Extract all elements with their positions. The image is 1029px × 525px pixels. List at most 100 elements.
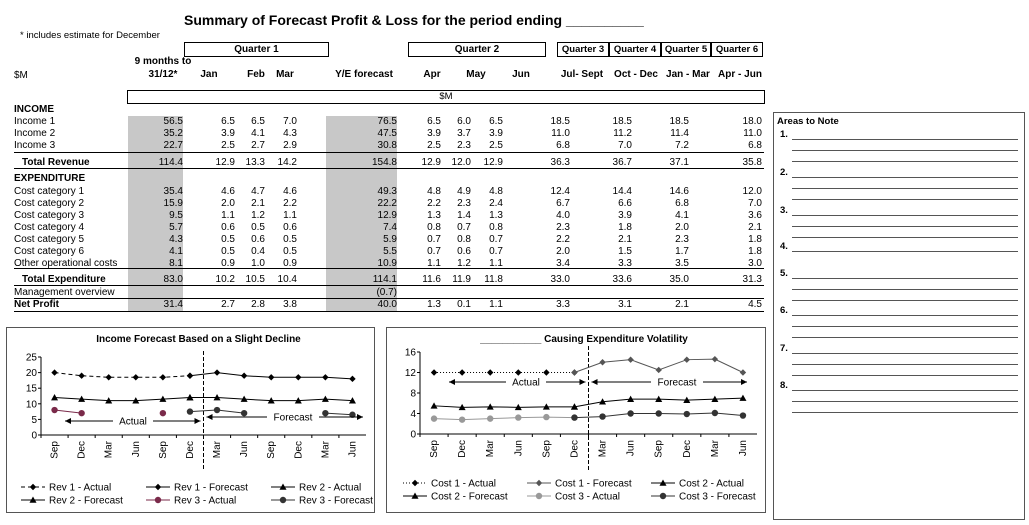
- y-tick-label: 0: [410, 430, 416, 441]
- area-note-line[interactable]: [792, 215, 1018, 216]
- area-note-line[interactable]: [792, 412, 1018, 413]
- cell-c6: 1.5: [618, 246, 632, 257]
- cell-c4: 0.5: [251, 222, 265, 233]
- cell-c5: 2.3: [675, 234, 689, 245]
- cell-c5: 4.3: [169, 234, 183, 245]
- cell-c4: 1.8: [618, 222, 632, 233]
- area-note-line[interactable]: [792, 139, 1018, 140]
- legend-marker: [659, 492, 667, 500]
- cell-np: 4.5: [748, 299, 762, 310]
- area-note-number: 1.: [780, 129, 788, 140]
- area-note-line[interactable]: [792, 315, 1018, 316]
- data-point: [599, 413, 606, 420]
- cell-c2: 2.1: [251, 198, 265, 209]
- cell-c3: 1.1: [221, 210, 235, 221]
- area-note-line[interactable]: [792, 390, 1018, 391]
- area-note-line[interactable]: [792, 300, 1018, 301]
- cell-np: 3.3: [556, 299, 570, 310]
- cell-c6: 1.7: [675, 246, 689, 257]
- area-note-line[interactable]: [792, 289, 1018, 290]
- cell-inc1: 6.0: [457, 116, 471, 127]
- area-note-line[interactable]: [792, 226, 1018, 227]
- area-note-line[interactable]: [792, 237, 1018, 238]
- column-header: Y/E forecast: [335, 69, 393, 80]
- data-point: [240, 409, 248, 417]
- y-tick-label: 0: [31, 431, 37, 442]
- ye-forecast-shading: [326, 116, 397, 312]
- data-point: [78, 395, 86, 402]
- column-header: May: [466, 69, 486, 80]
- row-label-c4: Cost category 4: [14, 222, 85, 233]
- cell-oth: 3.0: [748, 258, 762, 269]
- data-point: [571, 369, 578, 376]
- cell-texp: 11.6: [422, 274, 441, 285]
- cell-np: 31.4: [163, 299, 183, 310]
- quarter-4-header: Quarter 4: [609, 42, 661, 57]
- cell-oth: 3.5: [675, 258, 689, 269]
- forecast-annotation: Forecast: [658, 378, 697, 389]
- cell-c6: 0.6: [457, 246, 471, 257]
- cell-c1: 12.4: [550, 186, 570, 197]
- area-note-line[interactable]: [792, 375, 1018, 376]
- x-tick-label: Mar: [598, 439, 609, 457]
- actual-annotation: Actual: [512, 378, 540, 389]
- area-note-line[interactable]: [792, 278, 1018, 279]
- cell-inc2: 35.2: [163, 128, 183, 139]
- cell-np: 2.7: [221, 299, 235, 310]
- x-tick-label: Mar: [104, 440, 115, 458]
- arrow-head: [579, 379, 586, 385]
- area-note-line[interactable]: [792, 364, 1018, 365]
- data-point: [655, 395, 663, 402]
- data-point: [105, 397, 113, 404]
- cell-inc1: 18.5: [550, 116, 570, 127]
- y-tick-label: 12: [405, 368, 417, 379]
- series-line: [54, 409, 82, 414]
- area-note-line[interactable]: [792, 353, 1018, 354]
- data-point: [599, 398, 607, 405]
- cell-inc1: 6.5: [489, 116, 503, 127]
- cell-c3: 3.9: [618, 210, 632, 221]
- cell-inc2: 3.9: [427, 128, 441, 139]
- cell-texp: 33.0: [550, 274, 570, 285]
- area-note-line[interactable]: [792, 326, 1018, 327]
- cell-c4: 0.8: [427, 222, 441, 233]
- cell-oth: 1.0: [251, 258, 265, 269]
- area-note-line[interactable]: [792, 401, 1018, 402]
- arrow-head: [591, 379, 598, 385]
- cell-c2: 2.2: [427, 198, 441, 209]
- cell-inc2: 3.9: [221, 128, 235, 139]
- cell-texp: 33.6: [612, 274, 632, 285]
- cell-inc3: 7.2: [675, 140, 689, 151]
- cell-rev: 114.4: [158, 157, 183, 168]
- data-point: [683, 356, 690, 363]
- cell-texp: 35.0: [669, 274, 689, 285]
- cell-c4: 7.4: [383, 222, 397, 233]
- cell-c1: 4.6: [221, 186, 235, 197]
- x-tick-label: Jun: [738, 440, 749, 456]
- arrow-head: [357, 414, 363, 420]
- x-tick-label: Jun: [513, 440, 524, 456]
- row-label-texp: Total Expenditure: [22, 274, 106, 285]
- area-note-line[interactable]: [792, 337, 1018, 338]
- data-point: [515, 414, 522, 421]
- expenditure-chart-panel: ___________ Causing Expenditure Volatili…: [386, 327, 766, 513]
- y-tick-label: 4: [410, 409, 416, 420]
- arrow-head: [65, 418, 71, 424]
- data-point: [458, 416, 466, 423]
- cell-texp: 10.4: [277, 274, 297, 285]
- area-note-line[interactable]: [792, 188, 1018, 189]
- data-point: [240, 372, 248, 379]
- area-note-line[interactable]: [792, 199, 1018, 200]
- data-point: [159, 409, 167, 417]
- cell-c4: 0.8: [489, 222, 503, 233]
- legend-label: Cost 1 - Actual: [431, 479, 496, 490]
- data-point: [51, 394, 59, 401]
- data-point: [570, 403, 578, 410]
- area-note-line[interactable]: [792, 150, 1018, 151]
- area-note-line[interactable]: [792, 177, 1018, 178]
- data-point: [213, 406, 221, 414]
- data-point: [683, 396, 691, 403]
- area-note-line[interactable]: [792, 161, 1018, 162]
- cell-inc1: 18.0: [742, 116, 762, 127]
- area-note-line[interactable]: [792, 251, 1018, 252]
